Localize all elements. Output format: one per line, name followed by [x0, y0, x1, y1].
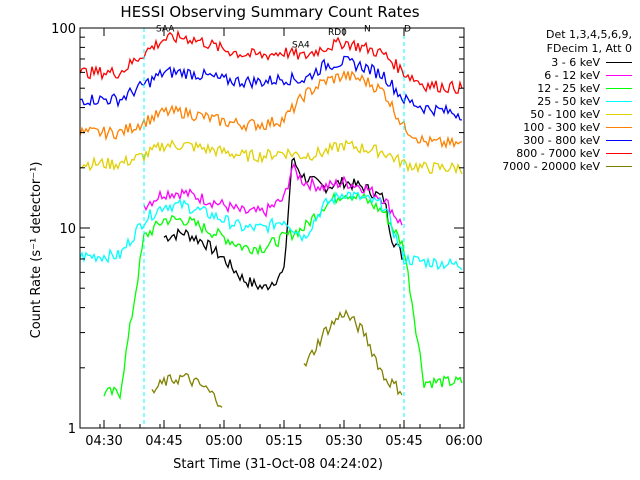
y-tick-label-2: 100 [51, 22, 76, 37]
series-line-8 [303, 308, 403, 396]
legend-label-8: 7000 - 20000 keV [502, 160, 600, 173]
x-tick-label-5: 05:45 [385, 434, 422, 449]
legend-entry-8: 7000 - 20000 keV [480, 160, 632, 173]
x-tick-label-3: 05:15 [265, 434, 302, 449]
legend-label-7: 800 - 7000 keV [516, 147, 600, 160]
series-line-8 [151, 372, 223, 408]
legend-label-0: 3 - 6 keV [551, 56, 600, 69]
x-tick-label-6: 06:00 [445, 434, 482, 449]
legend-swatch-3 [606, 101, 632, 102]
series-line-5 [79, 69, 463, 150]
y-axis-label: Count Rate (s⁻¹ detector⁻¹) [29, 162, 44, 339]
annotation-4: SA4 [292, 40, 310, 50]
legend-entry-1: 6 - 12 keV [480, 69, 632, 82]
annotation-2: N [364, 25, 371, 35]
chart-title: HESSI Observing Summary Count Rates [120, 3, 419, 21]
legend-entry-0: 3 - 6 keV [480, 56, 632, 69]
legend-swatch-4 [606, 114, 632, 115]
series-line-7 [79, 29, 463, 94]
legend-swatch-6 [606, 140, 632, 141]
annotation-0: RD0 [328, 28, 347, 38]
series-line-2 [103, 191, 463, 401]
y-tick-label-1: 10 [59, 222, 76, 237]
series-line-4 [79, 139, 463, 175]
legend-entry-4: 50 - 100 keV [480, 108, 632, 121]
legend-entry-5: 100 - 300 keV [480, 121, 632, 134]
legend-label-1: 6 - 12 keV [544, 69, 600, 82]
x-tick-label-0: 04:30 [85, 434, 122, 449]
legend-header-line-1: Det 1,3,4,5,6,9, [545, 28, 632, 41]
x-tick-label-4: 05:30 [325, 434, 362, 449]
legend-entry-6: 300 - 800 keV [480, 134, 632, 147]
legend-swatch-5 [606, 127, 632, 128]
legend: Det 1,3,4,5,6,9, FDecim 1, Att 0 3 - 6 k… [480, 28, 632, 173]
legend-entry-7: 800 - 7000 keV [480, 147, 632, 160]
series-line-0 [163, 157, 403, 291]
annotation-1: SAA [156, 25, 175, 35]
legend-label-2: 12 - 25 keV [537, 82, 600, 95]
x-axis-label: Start Time (31-Oct-08 04:24:02) [173, 457, 383, 472]
legend-label-4: 50 - 100 keV [530, 108, 600, 121]
legend-swatch-1 [606, 75, 632, 76]
series-line-1 [143, 162, 403, 226]
legend-header-line-2: FDecim 1, Att 0 [546, 42, 632, 55]
legend-label-5: 100 - 300 keV [523, 121, 600, 134]
legend-entry-3: 25 - 50 keV [480, 95, 632, 108]
legend-label-3: 25 - 50 keV [537, 95, 600, 108]
x-tick-label-1: 04:45 [145, 434, 182, 449]
annotation-3: D [404, 25, 411, 35]
legend-label-6: 300 - 800 keV [523, 134, 600, 147]
legend-swatch-2 [606, 88, 632, 89]
y-tick-label-0: 1 [68, 422, 76, 437]
legend-swatch-0 [606, 62, 632, 63]
legend-entry-2: 12 - 25 keV [480, 82, 632, 95]
series-line-6 [79, 55, 463, 121]
legend-swatch-8 [606, 166, 632, 167]
x-tick-label-2: 05:00 [205, 434, 242, 449]
plot-frame [79, 27, 465, 429]
legend-swatch-7 [606, 153, 632, 154]
